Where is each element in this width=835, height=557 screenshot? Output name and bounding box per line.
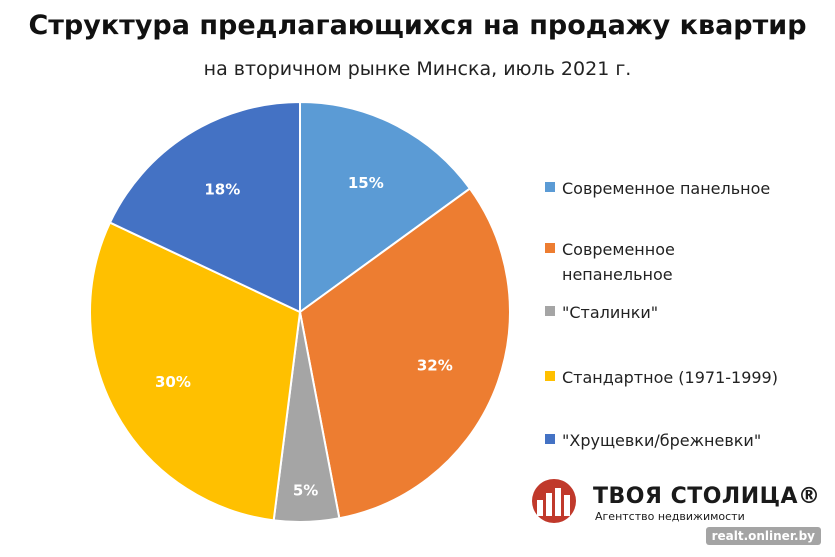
legend-swatch [545, 306, 555, 316]
pie-slice-modern-nonpanel [298, 187, 511, 520]
brand-name: ТВОЯ СТОЛИЦА® [593, 484, 821, 509]
legend-swatch [545, 371, 555, 381]
legend-item-khrushchevki: "Хрущевки/брежневки" [545, 428, 792, 453]
legend-item-stalinki: "Сталинки" [545, 300, 792, 325]
legend-item-modern-nonpanel: Современное непанельное [545, 237, 712, 287]
data-label: 18% [204, 181, 240, 199]
legend-swatch [545, 182, 555, 192]
legend-label: Современное непанельное [562, 240, 675, 284]
brand-logo-icon [532, 479, 576, 523]
legend-swatch [545, 243, 555, 253]
data-label: 15% [348, 174, 384, 192]
chart-subtitle: на вторичном рынке Минска, июль 2021 г. [203, 58, 632, 80]
source-watermark: realt.onliner.by [705, 527, 821, 545]
pie-slice-standard [89, 221, 302, 522]
legend-swatch [545, 434, 555, 444]
pie-slice-khrushchevki [108, 100, 301, 314]
legend-item-standard: Стандартное (1971-1999) [545, 365, 792, 390]
data-label: 30% [155, 373, 191, 391]
data-label: 32% [417, 356, 453, 374]
brand-block: ТВОЯ СТОЛИЦА® Агентство недвижимости [525, 478, 825, 528]
legend-item-modern-panel: Современное панельное [545, 176, 792, 201]
legend-label: "Хрущевки/брежневки" [562, 431, 762, 450]
legend-label: Современное панельное [562, 179, 771, 198]
brand-tagline: Агентство недвижимости [595, 510, 745, 523]
legend-label: Стандартное (1971-1999) [562, 368, 778, 387]
data-label: 5% [293, 481, 318, 499]
legend-label: "Сталинки" [562, 303, 659, 322]
pie-slice-modern-panel [299, 100, 472, 314]
chart-title: Структура предлагающихся на продажу квар… [28, 10, 807, 41]
